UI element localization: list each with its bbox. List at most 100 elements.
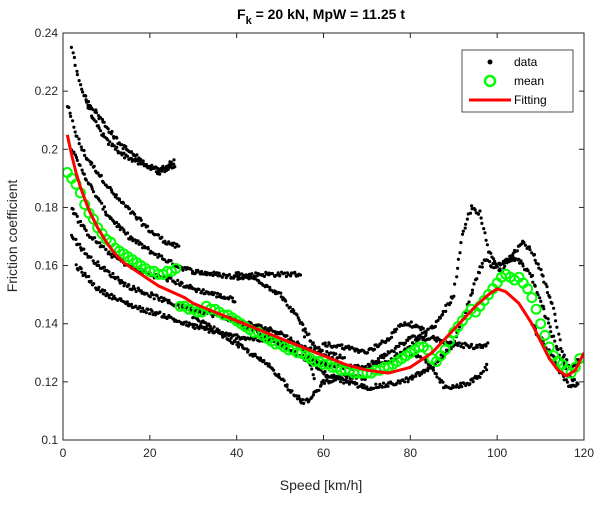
data-point	[253, 354, 257, 358]
data-point	[77, 137, 81, 141]
data-point	[102, 205, 106, 209]
mean-point	[530, 303, 542, 315]
data-point	[403, 321, 407, 325]
data-point	[80, 270, 84, 274]
data-point	[122, 230, 126, 234]
y-tick-label: 0.22	[35, 84, 59, 98]
data-point	[461, 229, 465, 233]
data-point	[139, 218, 143, 222]
data-point	[151, 293, 155, 297]
data-point	[528, 271, 532, 276]
data-point	[402, 323, 406, 327]
data-point	[437, 337, 441, 341]
data-point	[102, 120, 106, 124]
data-point	[162, 299, 166, 303]
data-point	[104, 248, 108, 252]
data-point	[558, 338, 562, 342]
data-point	[435, 339, 439, 343]
data-point	[297, 394, 301, 398]
data-point	[489, 251, 493, 255]
data-point	[295, 313, 299, 317]
data-point	[82, 172, 86, 176]
data-point	[98, 241, 102, 245]
data-point	[83, 93, 87, 97]
mean-point	[439, 344, 451, 356]
data-point	[92, 282, 96, 286]
data-point	[201, 288, 205, 292]
data-point	[197, 327, 201, 331]
data-point	[519, 259, 523, 263]
data-point	[172, 162, 176, 166]
data-point	[109, 275, 113, 279]
data-point	[539, 299, 543, 303]
data-point	[459, 241, 463, 245]
data-point	[345, 379, 349, 383]
data-point	[262, 274, 266, 278]
data-point	[125, 300, 129, 304]
data-point	[406, 338, 410, 342]
data-point	[180, 266, 184, 270]
data-point	[134, 241, 138, 245]
data-point	[555, 325, 559, 329]
data-point	[217, 271, 221, 275]
data-point	[317, 388, 321, 392]
data-point	[468, 211, 473, 215]
data-point	[215, 295, 219, 299]
data-point	[325, 378, 329, 382]
data-point	[485, 368, 489, 372]
data-point	[129, 302, 134, 306]
data-point	[288, 305, 292, 309]
data-point	[91, 108, 95, 112]
data-point	[72, 55, 76, 60]
data-point	[345, 376, 349, 380]
data-point	[84, 98, 88, 102]
data-point	[421, 326, 425, 331]
y-tick-label: 0.14	[35, 317, 59, 331]
data-point	[453, 282, 457, 286]
data-point	[135, 153, 139, 157]
data-point	[231, 341, 235, 346]
data-point	[210, 327, 214, 331]
data-point	[298, 273, 303, 277]
data-point	[483, 231, 487, 235]
data-point	[200, 269, 204, 274]
data-point	[236, 345, 241, 349]
data-point	[319, 383, 323, 387]
y-axis-label: Friction coefficient	[4, 180, 20, 293]
data-point	[114, 193, 118, 197]
data-point	[194, 271, 198, 275]
data-point	[172, 158, 176, 162]
legend-data-marker	[487, 59, 493, 65]
data-point	[237, 335, 241, 339]
data-point	[365, 385, 369, 389]
data-point	[123, 156, 127, 160]
data-point	[455, 275, 459, 279]
data-point	[495, 265, 499, 269]
data-point	[480, 265, 484, 269]
data-point	[233, 340, 237, 344]
data-point	[385, 353, 389, 357]
data-point	[311, 373, 315, 377]
data-point	[503, 264, 507, 268]
data-point	[129, 156, 133, 160]
data-point	[268, 285, 272, 289]
mean-point	[192, 306, 204, 318]
data-point	[106, 138, 110, 142]
data-point	[216, 274, 220, 278]
data-point	[533, 284, 537, 288]
data-point	[91, 190, 96, 194]
data-point	[145, 292, 149, 296]
data-point	[259, 324, 263, 328]
legend-fitting-label: Fitting	[514, 93, 547, 107]
data-point	[169, 276, 173, 280]
axis-layer: 0 20 40 60 80 100 120 0.1 0.12 0.14 0.16 0.18 0.2 0.2…	[35, 26, 595, 460]
data-point	[157, 298, 161, 302]
data-point	[564, 378, 568, 382]
data-point	[458, 251, 462, 255]
data-point	[236, 275, 240, 279]
data-point	[377, 359, 381, 363]
data-point	[130, 236, 134, 240]
data-point	[522, 240, 526, 245]
data-point	[475, 277, 479, 281]
